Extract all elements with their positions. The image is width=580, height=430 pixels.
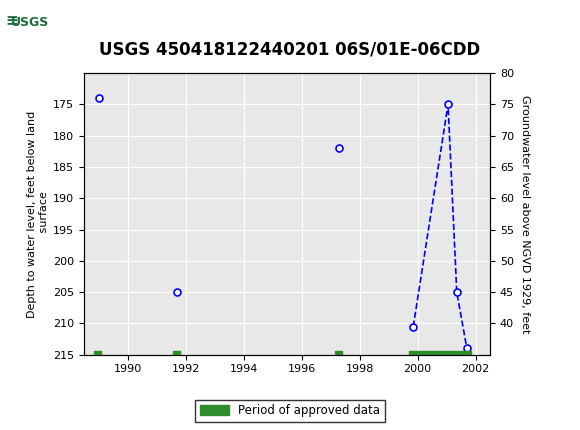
Text: USGS 450418122440201 06S/01E-06CDD: USGS 450418122440201 06S/01E-06CDD (99, 40, 481, 58)
Bar (3, 3, 58, 43)
Text: ≡: ≡ (6, 13, 19, 28)
Legend: Period of approved data: Period of approved data (195, 399, 385, 422)
Y-axis label: Depth to water level, feet below land
 surface: Depth to water level, feet below land su… (27, 111, 49, 317)
Text: USGS: USGS (11, 16, 49, 29)
Y-axis label: Groundwater level above NGVD 1929, feet: Groundwater level above NGVD 1929, feet (520, 95, 530, 333)
